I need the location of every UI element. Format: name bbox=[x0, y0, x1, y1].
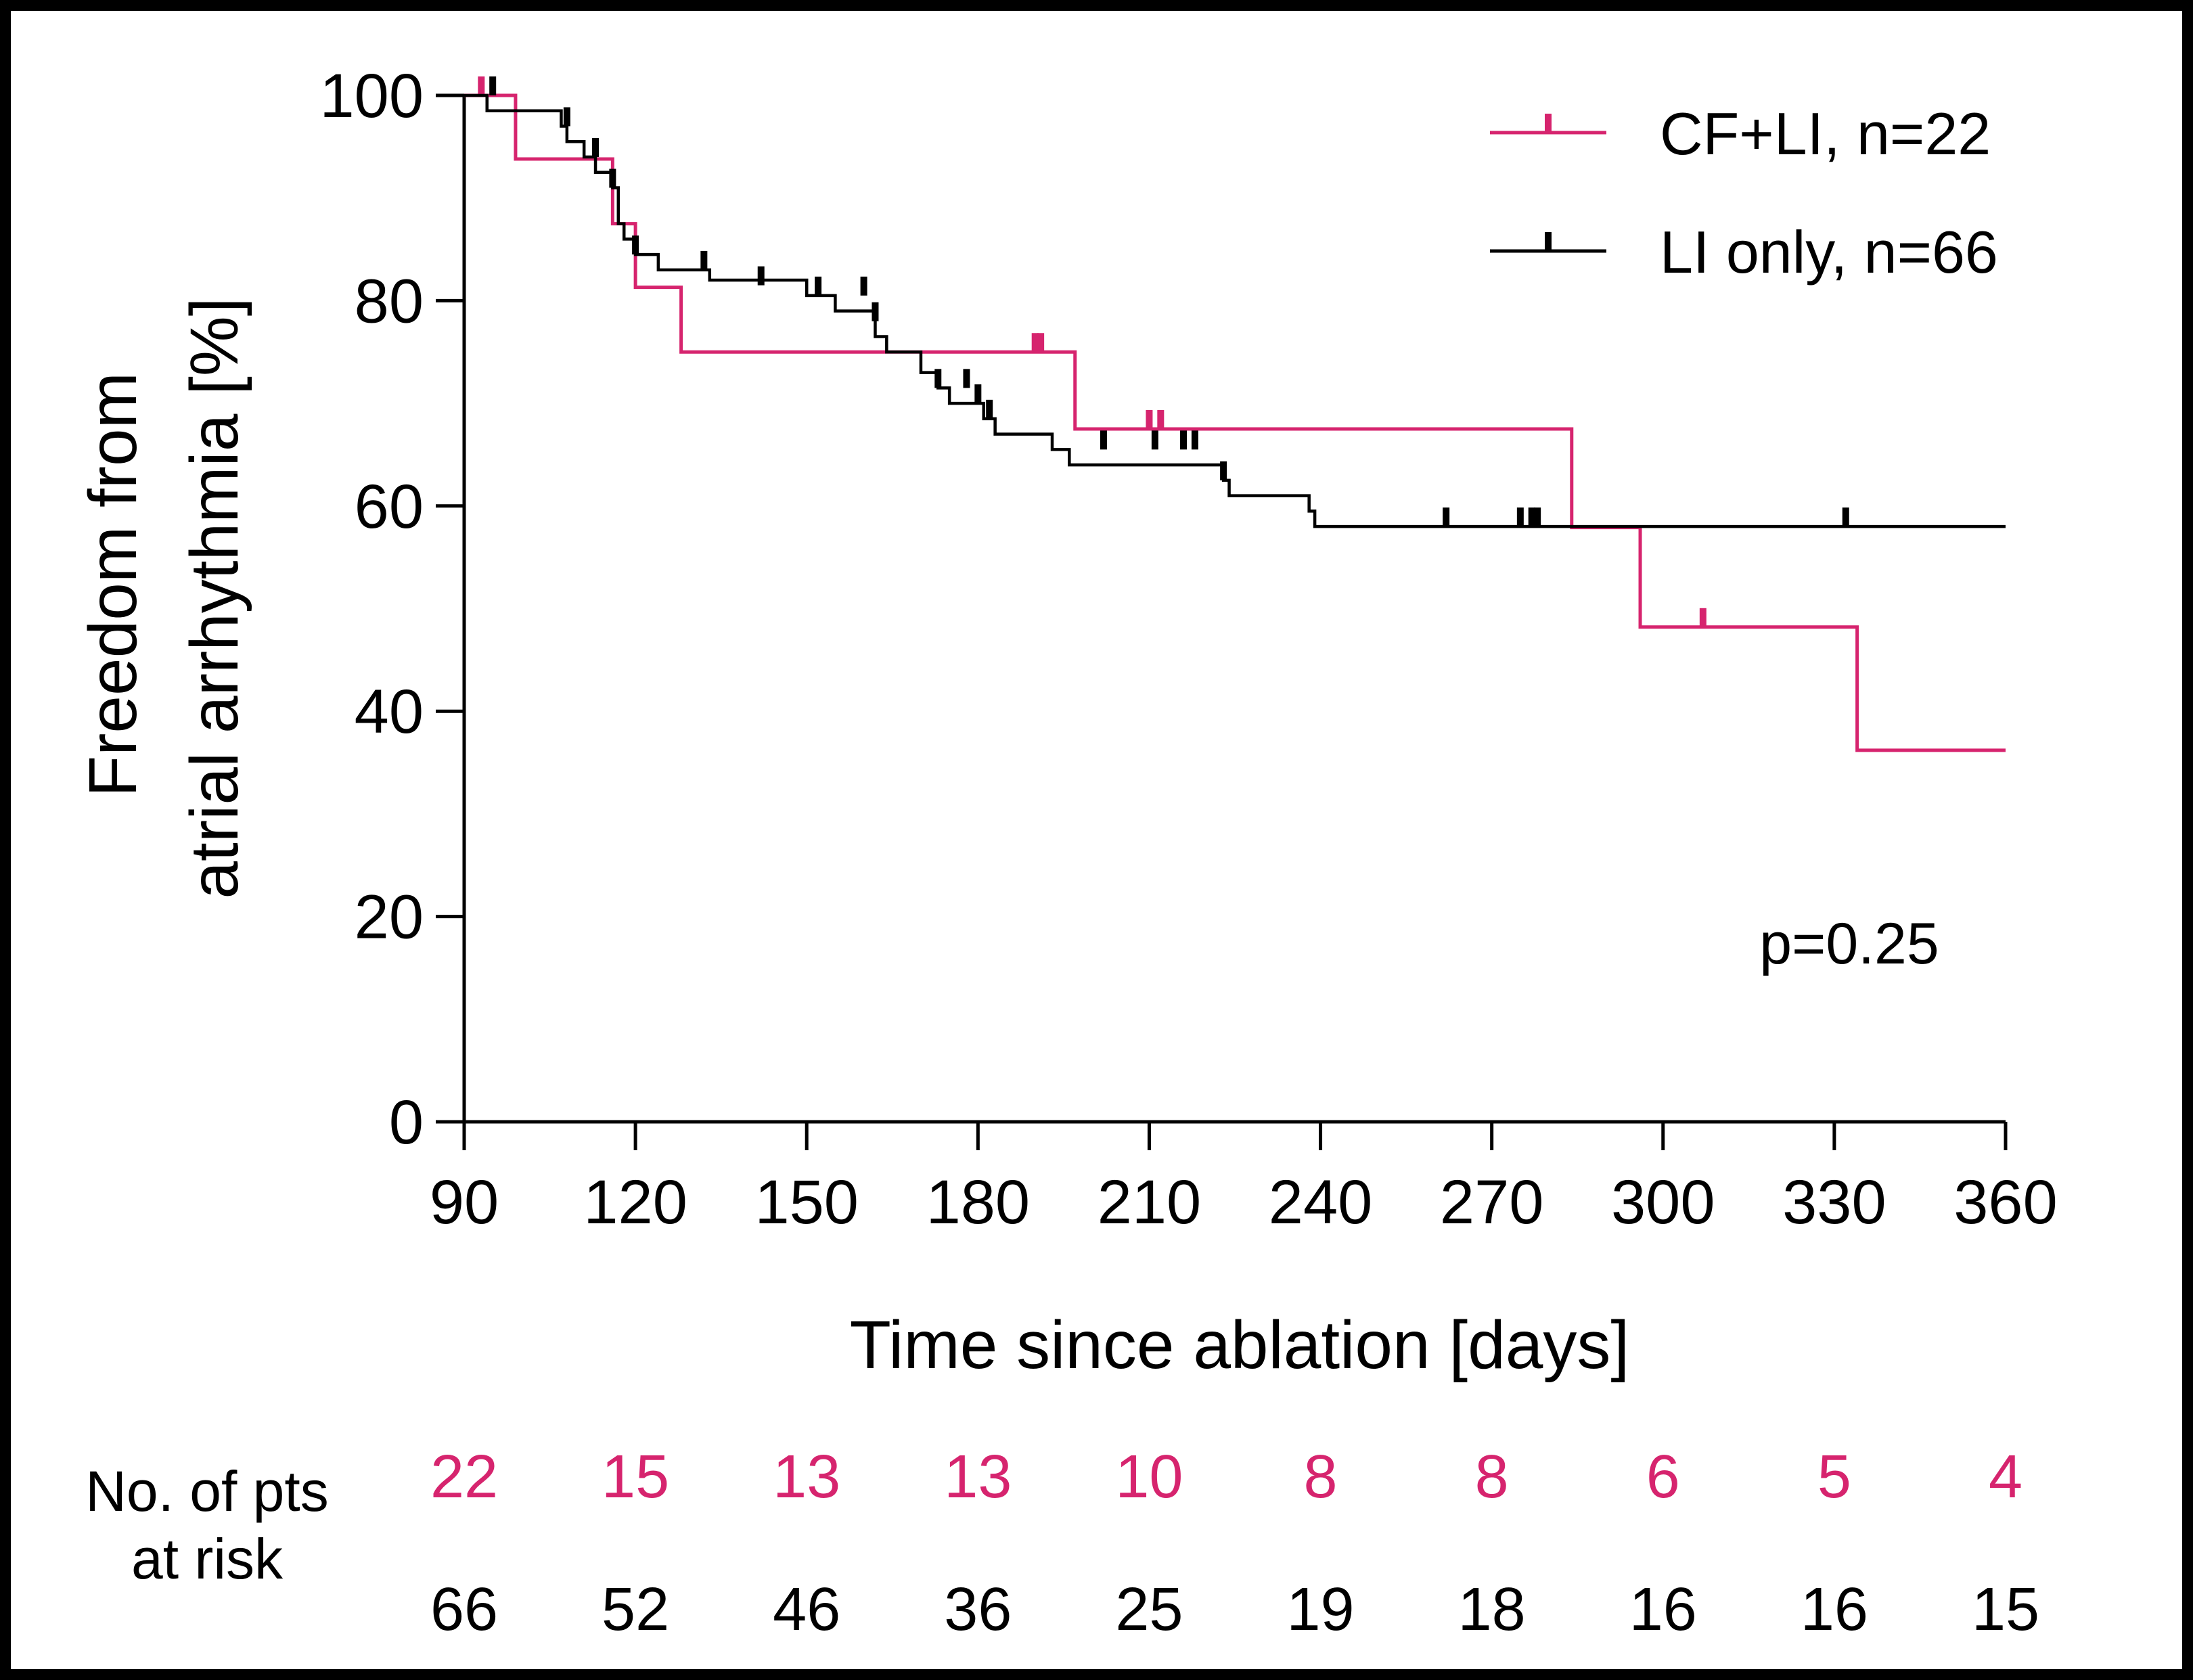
series-1-censor-mark bbox=[1842, 507, 1849, 527]
series-1-censor-mark bbox=[974, 384, 982, 404]
risk-li-only-value: 16 bbox=[1801, 1576, 1868, 1643]
risk-cf-li-value: 22 bbox=[430, 1443, 498, 1511]
x-tick-label: 90 bbox=[430, 1168, 499, 1237]
risk-li-only-value: 18 bbox=[1458, 1576, 1526, 1643]
risk-cf-li-value: 8 bbox=[1304, 1443, 1338, 1511]
legend-censor-mark-0 bbox=[1545, 114, 1552, 133]
series-1-censor-mark bbox=[489, 76, 497, 95]
risk-cf-li-value: 4 bbox=[1989, 1443, 2022, 1511]
x-tick-label: 300 bbox=[1611, 1168, 1715, 1237]
series-1-censor-mark bbox=[1528, 507, 1535, 527]
ticks: 0 20 40 60 80 100 90 120 150 180 210 240 270 300 330 36… bbox=[320, 62, 2058, 1237]
y-tick-label: 60 bbox=[355, 472, 424, 541]
series-1-censor-mark bbox=[934, 369, 942, 388]
risk-cf-li-value: 6 bbox=[1646, 1443, 1680, 1511]
legend-label-0: CF+LI, n=22 bbox=[1660, 100, 1991, 167]
risk-li-only-value: 16 bbox=[1629, 1576, 1697, 1643]
risk-cf-li-value: 13 bbox=[944, 1443, 1012, 1511]
series-1-censor-mark bbox=[1516, 507, 1524, 527]
y-axis-title-line2: atrial arrhythmia [%] bbox=[177, 297, 252, 899]
series-1-censor-mark bbox=[986, 399, 993, 419]
y-tick-label: 100 bbox=[320, 62, 424, 131]
series-1-censor-mark bbox=[563, 107, 570, 127]
risk-li-only-value: 19 bbox=[1287, 1576, 1355, 1643]
risk-li-only-value: 25 bbox=[1115, 1576, 1183, 1643]
x-tick-label: 180 bbox=[926, 1168, 1031, 1237]
series-0-censor-mark bbox=[1031, 333, 1039, 353]
risk-table-label-line1: No. of pts bbox=[85, 1459, 329, 1523]
risk-table-label-line2: at risk bbox=[131, 1527, 284, 1591]
p-value-annotation: p=0.25 bbox=[1759, 911, 1939, 976]
axes bbox=[462, 95, 2006, 1124]
risk-li-only-value: 52 bbox=[602, 1576, 669, 1643]
series-0-censor-mark bbox=[478, 76, 485, 95]
y-tick-label: 80 bbox=[355, 267, 424, 336]
series-1-censor-mark bbox=[1443, 507, 1450, 527]
series-0-censor-mark bbox=[1037, 333, 1045, 353]
series-0-censor-mark bbox=[1157, 410, 1165, 430]
y-axis-title-line1: Freedom from bbox=[75, 372, 151, 797]
series-1-censor-mark bbox=[815, 276, 822, 296]
x-tick-label: 210 bbox=[1098, 1168, 1202, 1237]
series-1-censor-mark bbox=[592, 138, 600, 158]
x-tick-label: 330 bbox=[1782, 1168, 1886, 1237]
x-tick-label: 240 bbox=[1269, 1168, 1373, 1237]
series-1-censor-mark bbox=[963, 369, 970, 388]
risk-cf-li-value: 13 bbox=[773, 1443, 840, 1511]
series-1-censor-mark bbox=[1100, 430, 1107, 450]
x-tick-label: 150 bbox=[754, 1168, 859, 1237]
series-0-censor-mark bbox=[1699, 608, 1706, 627]
series-1-censor-mark bbox=[1151, 430, 1158, 450]
risk-li-only-value: 36 bbox=[944, 1576, 1012, 1643]
series-1-censor-mark bbox=[632, 235, 639, 255]
risk-cf-li-value: 8 bbox=[1475, 1443, 1509, 1511]
x-tick-label: 270 bbox=[1440, 1168, 1544, 1237]
y-tick-label: 40 bbox=[355, 677, 424, 746]
series-0-censor-mark bbox=[1146, 410, 1153, 430]
series-1-censor-mark bbox=[757, 266, 765, 286]
series-1-censor-mark bbox=[1180, 430, 1188, 450]
risk-table: 22 66 15 52 13 46 13 36 10 25 8 19 8 18 6 16 5 16 4 15 bbox=[430, 1443, 2039, 1643]
series-1-censor-mark bbox=[872, 302, 879, 321]
y-tick-label: 0 bbox=[389, 1088, 424, 1157]
legend: CF+LI, n=22 LI only, n=66 bbox=[1490, 100, 1998, 286]
legend-label-1: LI only, n=66 bbox=[1660, 219, 1998, 286]
risk-li-only-value: 15 bbox=[1972, 1576, 2039, 1643]
km-chart: 0 20 40 60 80 100 90 120 150 180 210 240 270 300 330 36… bbox=[75, 62, 2058, 1643]
series-1-censor-mark bbox=[609, 168, 616, 188]
series-1-censor-mark bbox=[1534, 507, 1541, 527]
y-tick-label: 20 bbox=[355, 883, 424, 952]
series-1-censor-mark bbox=[700, 250, 708, 270]
x-tick-label: 360 bbox=[1953, 1168, 2058, 1237]
risk-li-only-value: 46 bbox=[773, 1576, 840, 1643]
series-0-line bbox=[464, 93, 2006, 752]
series-1-censor-mark bbox=[1220, 461, 1227, 480]
series-1-censor-mark bbox=[1191, 430, 1198, 450]
legend-censor-mark-1 bbox=[1545, 232, 1552, 251]
survival-curves bbox=[464, 76, 2006, 752]
risk-cf-li-value: 10 bbox=[1115, 1443, 1183, 1511]
risk-cf-li-value: 15 bbox=[602, 1443, 669, 1511]
series-1-censor-mark bbox=[860, 276, 867, 296]
x-tick-label: 120 bbox=[583, 1168, 687, 1237]
x-axis-title: Time since ablation [days] bbox=[850, 1307, 1629, 1383]
risk-cf-li-value: 5 bbox=[1817, 1443, 1851, 1511]
risk-li-only-value: 66 bbox=[430, 1576, 498, 1643]
